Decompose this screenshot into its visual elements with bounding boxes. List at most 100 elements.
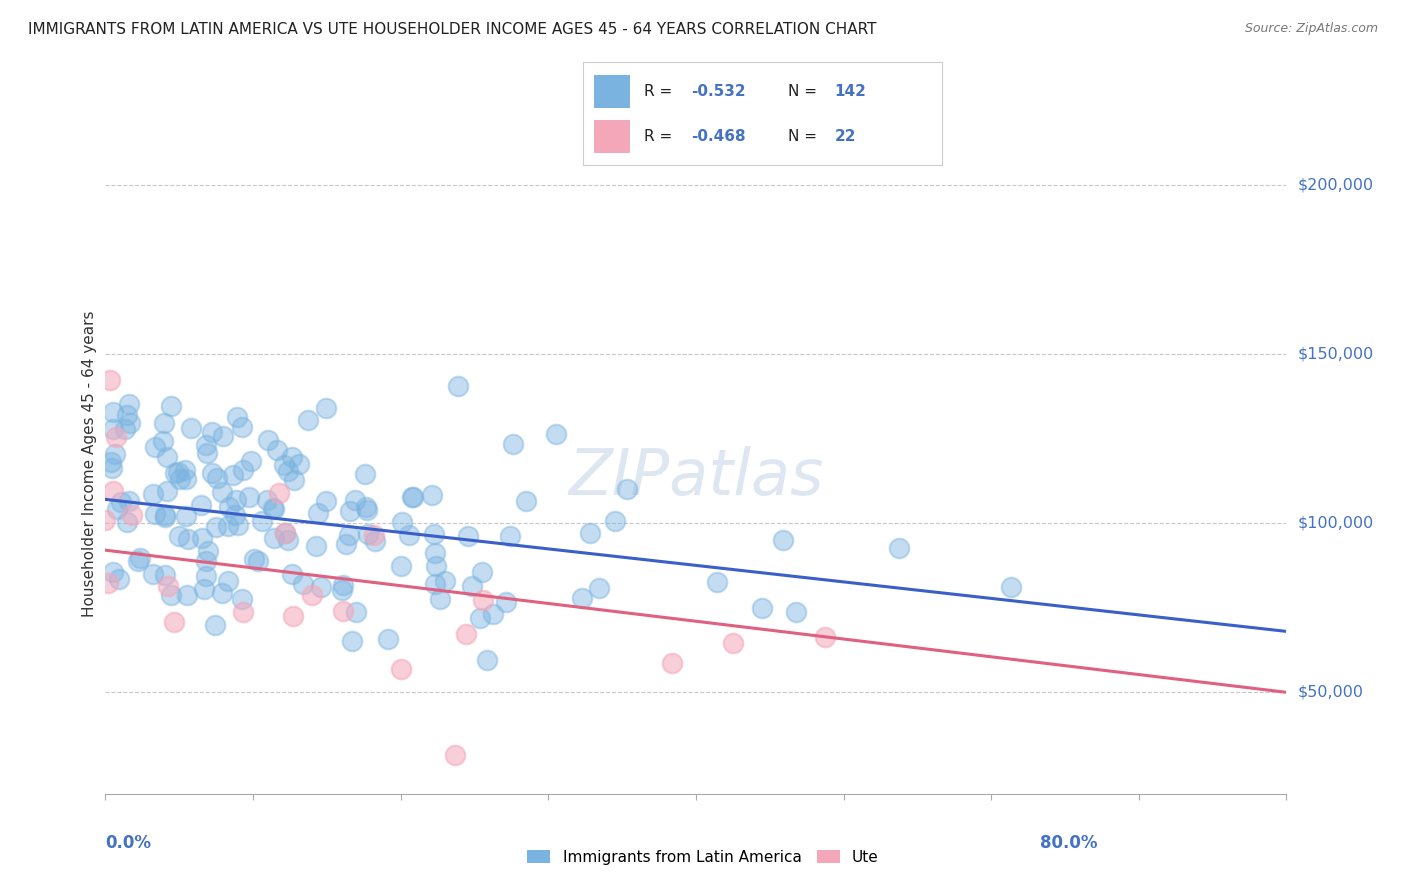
Text: IMMIGRANTS FROM LATIN AMERICA VS UTE HOUSEHOLDER INCOME AGES 45 - 64 YEARS CORRE: IMMIGRANTS FROM LATIN AMERICA VS UTE HOU… bbox=[28, 22, 876, 37]
Point bbox=[495, 594, 517, 608]
Point bbox=[195, 568, 218, 582]
Point bbox=[263, 502, 285, 516]
Point bbox=[340, 633, 363, 648]
Point bbox=[335, 536, 357, 550]
Point bbox=[121, 508, 143, 522]
Point bbox=[142, 486, 165, 500]
Point bbox=[193, 582, 215, 597]
Point bbox=[309, 580, 332, 594]
Point bbox=[468, 611, 491, 625]
Text: N =: N = bbox=[787, 84, 821, 99]
Point bbox=[107, 572, 129, 586]
Point bbox=[159, 399, 181, 413]
Point bbox=[443, 747, 465, 762]
Point bbox=[243, 552, 266, 566]
Point bbox=[165, 466, 187, 480]
Point bbox=[218, 500, 240, 514]
Point bbox=[471, 593, 494, 607]
Point bbox=[307, 506, 329, 520]
Point bbox=[280, 450, 302, 465]
Point bbox=[105, 430, 128, 444]
Bar bbox=[595, 75, 630, 108]
Point bbox=[502, 437, 524, 451]
Point bbox=[429, 592, 451, 607]
Point bbox=[152, 434, 174, 448]
Point bbox=[232, 463, 254, 477]
Point bbox=[887, 541, 910, 555]
Point bbox=[354, 500, 377, 514]
Point bbox=[157, 579, 180, 593]
Point bbox=[457, 529, 479, 543]
Point bbox=[256, 492, 278, 507]
Point bbox=[354, 467, 377, 481]
Point bbox=[420, 488, 443, 502]
Point bbox=[191, 531, 214, 545]
Point bbox=[114, 421, 136, 435]
Text: $150,000: $150,000 bbox=[1298, 346, 1374, 361]
Point bbox=[204, 520, 226, 534]
Point bbox=[153, 416, 176, 430]
Point bbox=[391, 662, 413, 676]
Point bbox=[225, 493, 247, 508]
Point bbox=[291, 577, 314, 591]
Point bbox=[283, 609, 305, 624]
Point bbox=[217, 518, 239, 533]
Point bbox=[332, 578, 354, 592]
Point bbox=[344, 493, 367, 508]
Point bbox=[814, 630, 837, 644]
Point bbox=[515, 494, 537, 508]
Point bbox=[174, 508, 197, 523]
Point bbox=[94, 513, 117, 527]
Point bbox=[262, 500, 284, 515]
Text: 142: 142 bbox=[834, 84, 866, 99]
Point bbox=[194, 438, 217, 452]
Point bbox=[461, 579, 484, 593]
Text: N =: N = bbox=[787, 128, 821, 144]
Point bbox=[250, 515, 273, 529]
Point bbox=[226, 518, 249, 533]
Point bbox=[257, 433, 280, 447]
Point bbox=[301, 588, 323, 602]
Point bbox=[315, 493, 337, 508]
Point bbox=[166, 465, 188, 479]
Point bbox=[423, 546, 446, 560]
Point bbox=[197, 544, 219, 558]
Point bbox=[155, 508, 177, 523]
Text: -0.468: -0.468 bbox=[692, 128, 745, 144]
Point bbox=[217, 574, 239, 589]
Point bbox=[238, 490, 260, 504]
Point bbox=[211, 484, 233, 499]
Point bbox=[477, 653, 499, 667]
Point bbox=[273, 458, 295, 473]
Point bbox=[578, 525, 600, 540]
Point bbox=[101, 405, 124, 419]
Point bbox=[1000, 580, 1022, 594]
Point bbox=[160, 588, 183, 602]
Point bbox=[143, 507, 166, 521]
Point bbox=[401, 490, 423, 504]
Point bbox=[356, 503, 378, 517]
Point bbox=[344, 605, 367, 619]
Point bbox=[190, 498, 212, 512]
Point bbox=[143, 440, 166, 454]
Y-axis label: Householder Income Ages 45 - 64 years: Householder Income Ages 45 - 64 years bbox=[82, 310, 97, 617]
Point bbox=[402, 491, 425, 505]
Point bbox=[267, 486, 290, 500]
Point bbox=[471, 565, 494, 579]
Point bbox=[305, 539, 328, 553]
Point bbox=[221, 468, 243, 483]
Point bbox=[115, 408, 138, 422]
Point bbox=[201, 425, 224, 440]
Text: ZIPatlas: ZIPatlas bbox=[568, 446, 824, 508]
Point bbox=[389, 559, 412, 574]
Point bbox=[588, 581, 610, 595]
Point bbox=[176, 588, 198, 602]
Point bbox=[337, 527, 360, 541]
Point bbox=[277, 533, 299, 548]
Bar bbox=[595, 120, 630, 153]
Point bbox=[297, 413, 319, 427]
Point bbox=[176, 533, 198, 547]
Text: Source: ZipAtlas.com: Source: ZipAtlas.com bbox=[1244, 22, 1378, 36]
Point bbox=[104, 447, 127, 461]
Point bbox=[101, 460, 124, 475]
